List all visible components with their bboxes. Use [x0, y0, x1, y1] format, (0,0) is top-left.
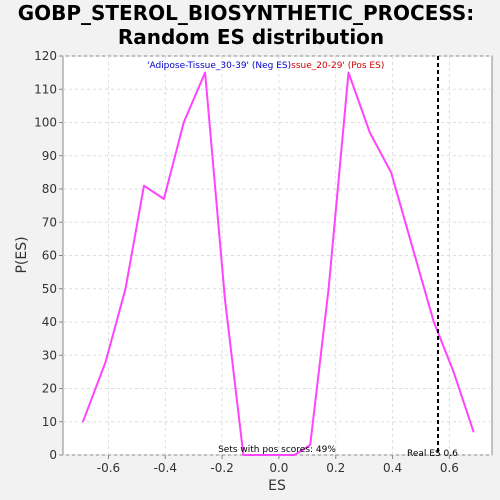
x-tick-label: -0.2	[210, 461, 233, 475]
y-tick-label: 100	[34, 116, 57, 130]
data-point	[204, 71, 206, 74]
data-point	[410, 241, 412, 243]
data-point	[182, 121, 185, 124]
x-tick-label: 0.4	[383, 461, 402, 475]
data-point	[278, 454, 280, 456]
legend-labels: 'Adipose-Tissue_30-39' (Neg ES)ssue_20-2…	[147, 61, 384, 71]
y-axis-label: P(ES)	[14, 236, 30, 273]
y-tick-label: 70	[42, 215, 57, 229]
data-point	[452, 371, 455, 373]
data-point	[143, 184, 145, 187]
data-point	[347, 71, 350, 74]
data-point	[163, 198, 165, 200]
y-tick-label: 90	[42, 149, 57, 163]
x-axis-label: ES	[268, 478, 286, 494]
y-tick-label: 30	[42, 348, 57, 362]
data-point	[472, 430, 475, 433]
data-point	[261, 454, 263, 456]
pos-scores-label: Sets with pos scores: 49%	[218, 445, 336, 455]
y-tick-label: 0	[49, 448, 57, 462]
y-tick-label: 120	[34, 49, 57, 63]
data-point	[124, 287, 127, 290]
data-point	[327, 287, 330, 290]
series-layer	[81, 71, 475, 456]
x-tick-label: 0.2	[326, 461, 345, 475]
annotations: 'Adipose-Tissue_30-39' (Neg ES)ssue_20-2…	[147, 56, 458, 459]
y-tick-label: 60	[42, 249, 57, 263]
pos-es-label: ssue_20-29' (Pos ES)	[291, 61, 384, 71]
x-tick-label: -0.4	[154, 461, 177, 475]
chart-title-line2: Random ES distribution	[118, 25, 384, 49]
data-point	[309, 444, 311, 446]
data-point	[224, 297, 226, 300]
data-point	[369, 131, 371, 134]
x-tick-label: -0.6	[97, 461, 120, 475]
data-point	[82, 420, 84, 423]
x-tick-label: 0.0	[269, 461, 288, 475]
y-tick-label: 40	[42, 315, 57, 329]
real-es-label: Real ES 0.6	[407, 449, 458, 459]
data-point	[432, 321, 435, 323]
y-tick-label: 10	[42, 415, 57, 429]
data-point	[390, 171, 392, 174]
data-point	[242, 454, 245, 456]
y-tick-label: 110	[34, 82, 57, 96]
chart-title-line1: GOBP_STEROL_BIOSYNTHETIC_PROCESS:	[18, 1, 475, 25]
y-tick-label: 50	[42, 282, 57, 296]
y-tick-label: 80	[42, 182, 57, 196]
data-point	[104, 361, 107, 363]
neg-es-label: 'Adipose-Tissue_30-39' (Neg ES)	[147, 61, 291, 71]
y-tick-label: 20	[42, 382, 57, 396]
axes: 0 10 20 30 40 50 60 70 80 90 100 110 120 -0.6 -0.4 -0.2…	[34, 49, 459, 475]
data-point	[293, 454, 296, 456]
x-tick-label: 0.6	[440, 461, 459, 475]
plot-area	[62, 55, 493, 456]
